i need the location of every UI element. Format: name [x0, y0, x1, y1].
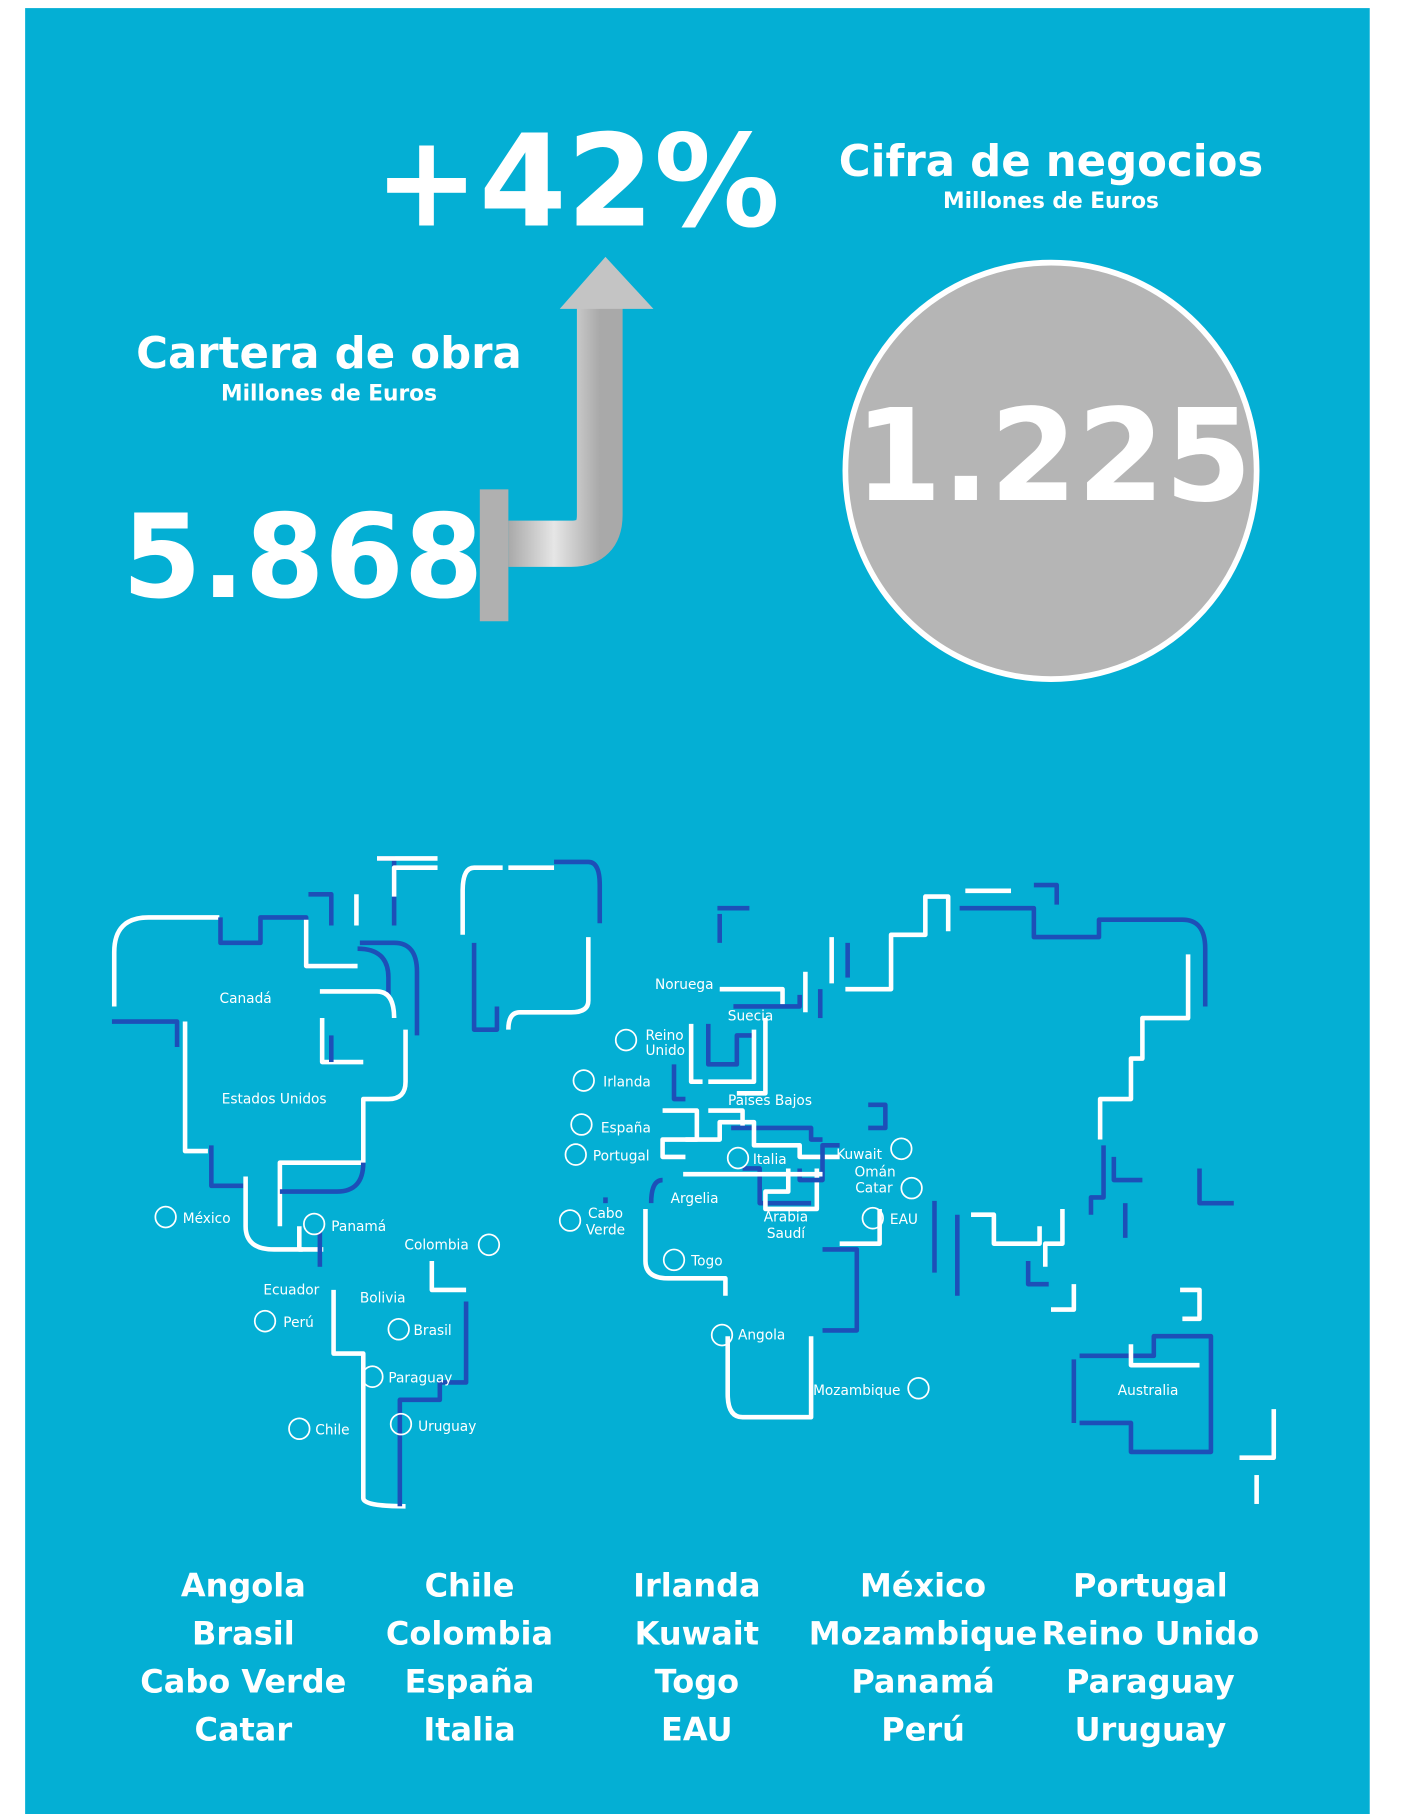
location-marker: [154, 1205, 177, 1229]
revenue-value: 1.225: [855, 382, 1252, 530]
revenue-circle: [842, 259, 1260, 682]
map-label: Unido: [645, 1043, 685, 1059]
country-name: Chile: [425, 1566, 515, 1604]
map-label: Togo: [690, 1254, 722, 1270]
country-name: Reino Unido: [1042, 1614, 1260, 1652]
map-label: Arabia: [764, 1210, 808, 1226]
location-marker: [387, 1317, 410, 1341]
location-marker: [564, 1143, 587, 1166]
map-label: Suecia: [728, 1008, 774, 1024]
location-marker: [389, 1412, 413, 1436]
panel: [25, 8, 1370, 1814]
map-label: Irlanda: [603, 1074, 651, 1090]
country-name: Irlanda: [633, 1566, 760, 1604]
growth: +42%: [374, 108, 780, 256]
country-name: Portugal: [1073, 1566, 1228, 1604]
revenue-title: Cifra de negocios: [839, 136, 1263, 187]
map-label: Saudí: [767, 1226, 806, 1242]
country-name: Colombia: [386, 1614, 553, 1652]
map-label: Panamá: [331, 1219, 386, 1235]
map-label: Australia: [1118, 1383, 1179, 1399]
country-name: Mozambique: [809, 1614, 1038, 1652]
country-name: Perú: [881, 1710, 965, 1748]
map-label: Bolivia: [360, 1291, 406, 1307]
location-marker: [907, 1376, 930, 1400]
country-name: Italia: [423, 1710, 515, 1748]
map-label: Kuwait: [836, 1147, 882, 1163]
location-marker: [726, 1146, 750, 1170]
map-label: Catar: [855, 1181, 893, 1197]
backlog-value: 5.868: [122, 490, 483, 625]
map-label: Brasil: [414, 1323, 452, 1339]
map-label: Perú: [283, 1315, 314, 1331]
location-marker: [662, 1248, 686, 1272]
map-label: Países Bajos: [728, 1093, 812, 1109]
map-label: EAU: [890, 1212, 918, 1228]
map-label: México: [183, 1211, 231, 1227]
map-label: España: [601, 1121, 651, 1137]
location-marker: [288, 1417, 311, 1441]
country-name: Togo: [655, 1662, 739, 1700]
map-label: Uruguay: [418, 1419, 476, 1435]
country-name: Angola: [181, 1566, 306, 1604]
world-map: Canadá Estados Unidos México Panamá Colombia…: [111, 856, 1277, 1509]
location-marker: [570, 1113, 593, 1136]
location-marker: [900, 1176, 923, 1200]
location-marker: [572, 1069, 595, 1092]
location-marker: [890, 1137, 913, 1161]
map-label: Noruega: [655, 977, 713, 993]
country-name: México: [860, 1566, 986, 1604]
country-name: Catar: [194, 1710, 292, 1748]
location-marker: [710, 1323, 734, 1347]
location-marker: [861, 1206, 884, 1230]
map-label: Ecuador: [263, 1282, 319, 1298]
location-marker: [477, 1233, 501, 1257]
map-label: Estados Unidos: [222, 1092, 327, 1108]
map-label: Portugal: [593, 1148, 650, 1164]
map-label: Angola: [738, 1328, 785, 1344]
country-name: Uruguay: [1075, 1710, 1227, 1748]
map-label: Cabo: [588, 1206, 623, 1222]
map-label: Chile: [315, 1422, 349, 1438]
location-marker: [361, 1365, 384, 1388]
location-marker: [558, 1209, 582, 1232]
country-name: Cabo Verde: [140, 1662, 346, 1700]
location-marker: [253, 1309, 277, 1333]
map-label: Canadá: [220, 991, 272, 1007]
country-list: Angola Brasil Cabo Verde Catar Chile Colombia…: [140, 1566, 1259, 1748]
country-name: Kuwait: [635, 1614, 759, 1652]
map-label: Verde: [586, 1222, 625, 1238]
country-name: Panamá: [851, 1662, 994, 1700]
country-name: EAU: [661, 1710, 733, 1748]
map-label: Reino: [645, 1028, 683, 1044]
map-label: Colombia: [404, 1237, 468, 1253]
map-label: Paraguay: [388, 1370, 452, 1386]
country-name: Brasil: [192, 1614, 295, 1652]
country-name: Paraguay: [1066, 1662, 1235, 1700]
map-label: Mozambique: [813, 1383, 900, 1399]
backlog-unit: Millones de Euros: [221, 381, 437, 406]
map-label: Argelia: [671, 1191, 719, 1207]
country-name: España: [405, 1662, 535, 1700]
location-marker: [303, 1212, 326, 1236]
growth-arrow: [479, 256, 654, 622]
map-label: Italia: [753, 1152, 787, 1168]
location-marker: [614, 1028, 638, 1052]
backlog-title: Cartera de obra: [136, 328, 522, 379]
revenue-unit: Millones de Euros: [943, 189, 1159, 214]
map-label: Omán: [854, 1164, 895, 1180]
